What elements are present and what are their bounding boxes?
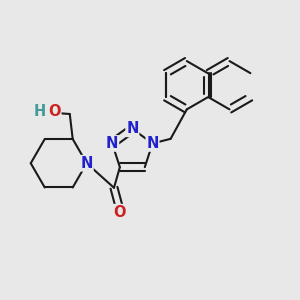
- Text: N: N: [126, 121, 139, 136]
- Text: O: O: [48, 104, 61, 119]
- Text: N: N: [106, 136, 118, 151]
- Text: N: N: [80, 156, 93, 171]
- Text: O: O: [114, 205, 126, 220]
- Text: N: N: [146, 136, 159, 151]
- Text: H: H: [34, 104, 46, 119]
